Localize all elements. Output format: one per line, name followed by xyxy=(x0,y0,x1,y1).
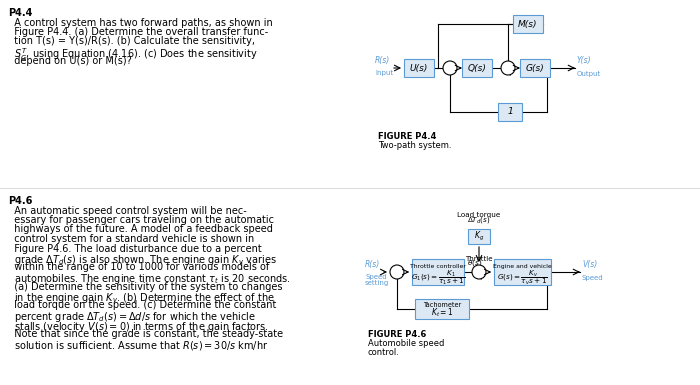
Text: tion T(s) = Y(s)/R(s). (b) Calculate the sensitivity,: tion T(s) = Y(s)/R(s). (b) Calculate the… xyxy=(8,37,255,47)
Text: automobiles. The engine time constant $\tau_t$ is 20 seconds.: automobiles. The engine time constant $\… xyxy=(8,272,291,286)
Text: grade $\Delta T_d(s)$ is also shown. The engine gain $K_v$ varies: grade $\Delta T_d(s)$ is also shown. The… xyxy=(8,253,276,267)
Text: Engine and vehicle: Engine and vehicle xyxy=(493,264,552,269)
Text: Throttle controller: Throttle controller xyxy=(410,264,466,269)
Text: V(s): V(s) xyxy=(582,260,597,269)
Text: G(s): G(s) xyxy=(526,64,545,72)
Text: Speed: Speed xyxy=(365,274,386,280)
Circle shape xyxy=(472,265,486,279)
Circle shape xyxy=(443,61,457,75)
Text: $G(s) = \dfrac{K_v}{\tau_v s+1}$: $G(s) = \dfrac{K_v}{\tau_v s+1}$ xyxy=(497,268,548,286)
Text: in the engine gain $K_v$. (b) Determine the effect of the: in the engine gain $K_v$. (b) Determine … xyxy=(8,291,274,305)
Text: $K_g$: $K_g$ xyxy=(474,230,484,243)
Text: P4.4: P4.4 xyxy=(8,8,32,18)
Text: control system for a standard vehicle is shown in: control system for a standard vehicle is… xyxy=(8,234,254,244)
Text: Note that since the grade is constant, the steady-state: Note that since the grade is constant, t… xyxy=(8,329,283,339)
Text: M(s): M(s) xyxy=(518,20,538,28)
Text: $K_t = 1$: $K_t = 1$ xyxy=(430,307,454,319)
Text: R(s): R(s) xyxy=(365,260,380,269)
Text: +: + xyxy=(443,62,449,70)
Text: +: + xyxy=(477,273,483,281)
Text: Q(s): Q(s) xyxy=(468,64,486,72)
Bar xyxy=(404,59,434,77)
Text: $S_G^T$, using Equation (4.16). (c) Does the sensitivity: $S_G^T$, using Equation (4.16). (c) Does… xyxy=(8,46,258,63)
Text: percent grade $\Delta T_d(s) = \Delta d/s$ for which the vehicle: percent grade $\Delta T_d(s) = \Delta d/… xyxy=(8,310,256,324)
Text: Throttle: Throttle xyxy=(465,256,493,262)
Text: Output: Output xyxy=(577,71,601,77)
Text: -: - xyxy=(449,69,452,77)
Text: +: + xyxy=(500,62,508,70)
Text: -: - xyxy=(397,273,400,281)
Text: $G_1(s) = \dfrac{K_1}{\tau_1 s+1}$: $G_1(s) = \dfrac{K_1}{\tau_1 s+1}$ xyxy=(411,268,466,286)
Text: U(s): U(s) xyxy=(410,64,428,72)
Text: FIGURE P4.4: FIGURE P4.4 xyxy=(378,132,436,141)
Bar xyxy=(513,15,543,33)
Text: -: - xyxy=(474,266,477,275)
Bar xyxy=(468,229,490,244)
Text: depend on U(s) or M(s)?: depend on U(s) or M(s)? xyxy=(8,55,132,65)
Text: $\Delta T_d(s)$: $\Delta T_d(s)$ xyxy=(467,215,491,225)
Text: P4.6: P4.6 xyxy=(8,196,32,206)
Text: $\theta(s)$: $\theta(s)$ xyxy=(467,258,482,268)
Bar xyxy=(494,259,551,285)
Text: A control system has two forward paths, as shown in: A control system has two forward paths, … xyxy=(8,17,273,27)
Bar xyxy=(415,299,469,319)
Text: control.: control. xyxy=(368,348,400,357)
Text: setting: setting xyxy=(365,280,389,286)
Bar xyxy=(498,103,522,121)
Text: R(s): R(s) xyxy=(375,56,391,65)
Text: highways of the future. A model of a feedback speed: highways of the future. A model of a fee… xyxy=(8,224,273,234)
Text: Input: Input xyxy=(375,70,393,76)
Text: FIGURE P4.6: FIGURE P4.6 xyxy=(368,330,426,339)
Text: load torque on the speed. (c) Determine the constant: load torque on the speed. (c) Determine … xyxy=(8,301,276,310)
Text: Y(s): Y(s) xyxy=(577,56,592,65)
Text: stalls (velocity $V(s) = 0$) in terms of the gain factors.: stalls (velocity $V(s) = 0$) in terms of… xyxy=(8,320,269,333)
Bar xyxy=(462,59,492,77)
Circle shape xyxy=(501,61,515,75)
Text: Tachometer: Tachometer xyxy=(423,301,461,308)
Text: +: + xyxy=(506,69,512,77)
Text: Figure P4.6. The load disturbance due to a percent: Figure P4.6. The load disturbance due to… xyxy=(8,243,262,253)
Text: essary for passenger cars traveling on the automatic: essary for passenger cars traveling on t… xyxy=(8,215,274,225)
Bar xyxy=(412,259,464,285)
Bar xyxy=(520,59,550,77)
Text: An automatic speed control system will be nec-: An automatic speed control system will b… xyxy=(8,206,246,216)
Text: +: + xyxy=(390,266,396,275)
Text: within the range of 10 to 1000 for various models of: within the range of 10 to 1000 for vario… xyxy=(8,263,270,273)
Text: Load torque: Load torque xyxy=(457,212,500,218)
Text: (a) Determine the sensitivity of the system to changes: (a) Determine the sensitivity of the sys… xyxy=(8,281,283,291)
Text: Automobile speed: Automobile speed xyxy=(368,339,444,348)
Text: solution is sufficient. Assume that $R(s) = 30/s$ km/hr: solution is sufficient. Assume that $R(s… xyxy=(8,338,268,352)
Text: Speed: Speed xyxy=(582,275,603,281)
Text: 1: 1 xyxy=(507,107,513,117)
Text: Figure P4.4. (a) Determine the overall transfer func-: Figure P4.4. (a) Determine the overall t… xyxy=(8,27,268,37)
Text: Two-path system.: Two-path system. xyxy=(378,141,452,150)
Circle shape xyxy=(390,265,404,279)
